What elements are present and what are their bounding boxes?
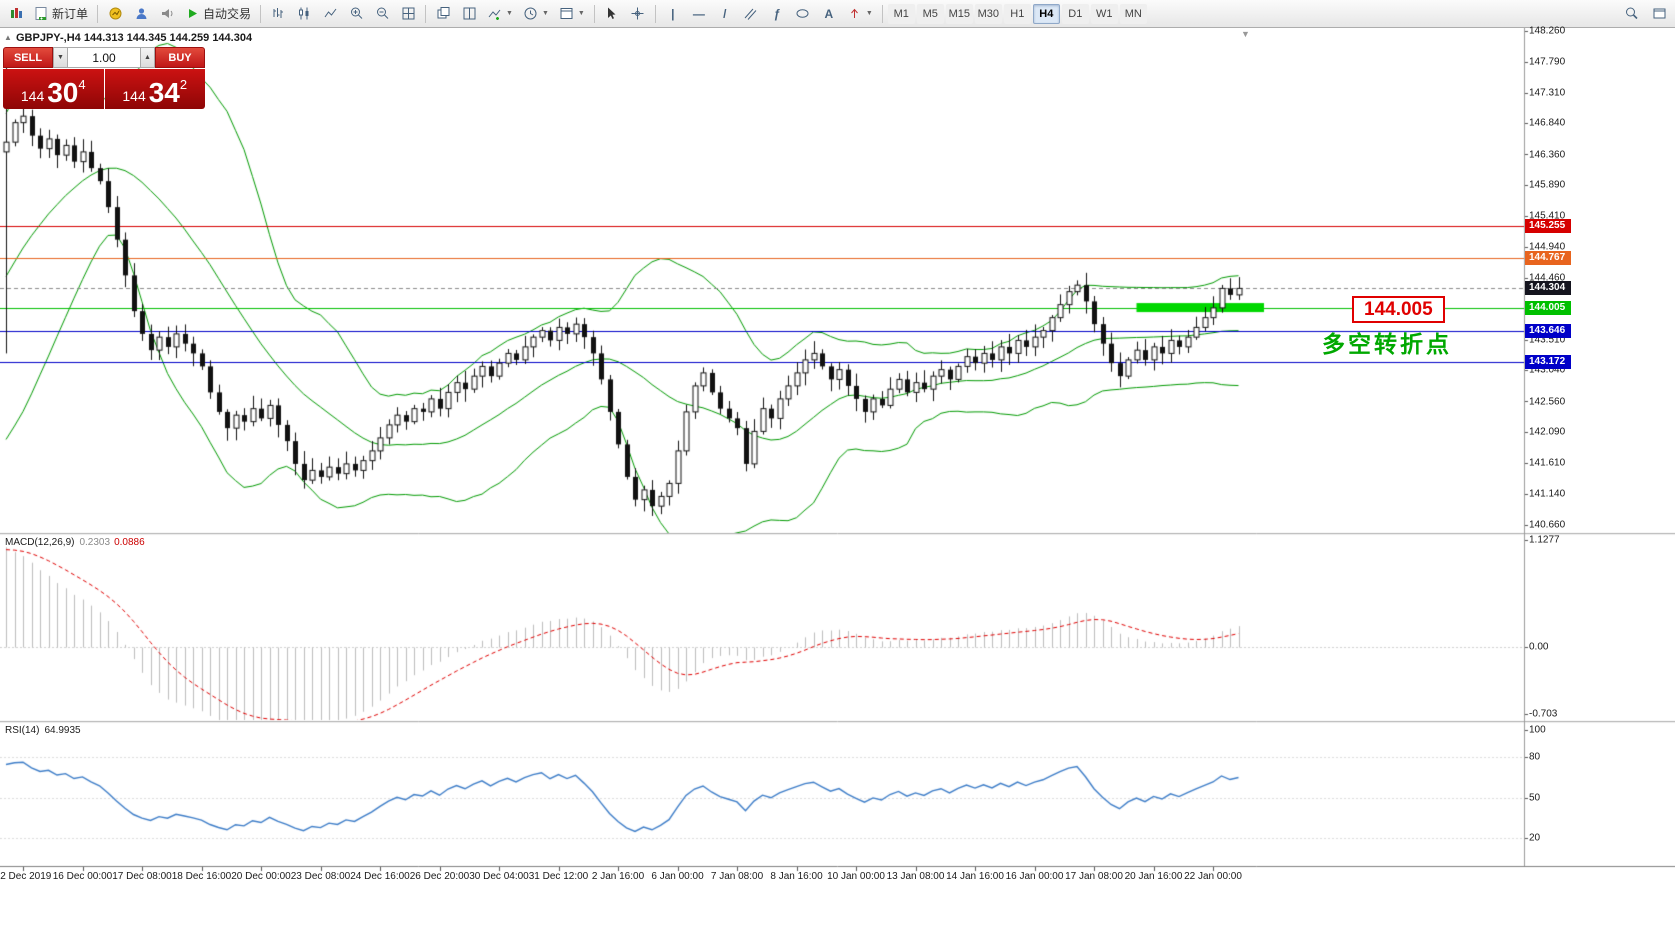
- zoom-out-icon[interactable]: [370, 3, 394, 25]
- sell-price-big: 30: [47, 76, 79, 108]
- zoom-in-icon[interactable]: [344, 3, 368, 25]
- sell-price-sup: 4: [78, 77, 86, 92]
- profile-icon[interactable]: [129, 3, 153, 25]
- separator: [97, 4, 99, 23]
- dropdown-caret-icon: ▼: [541, 10, 549, 17]
- terminal-logo-icon: [4, 3, 28, 25]
- dropdown-caret-icon: ▼: [506, 10, 513, 17]
- line-chart-icon[interactable]: [318, 3, 342, 25]
- crosshair-icon[interactable]: [626, 3, 650, 25]
- quick-trade-toggle-icon[interactable]: ▲: [4, 33, 12, 42]
- vertical-line-icon[interactable]: |: [661, 3, 685, 25]
- rsi-label: RSI(14) 64.9935: [5, 725, 81, 736]
- chart-shift-marker-icon[interactable]: ▼: [1241, 29, 1250, 39]
- dropdown-caret-icon: ▼: [865, 10, 873, 17]
- cursor-icon[interactable]: [600, 3, 624, 25]
- separator: [425, 4, 427, 23]
- tile-windows-icon[interactable]: [396, 3, 420, 25]
- timeframe-mn[interactable]: MN: [1119, 3, 1147, 24]
- dropdown-caret-icon: ▼: [577, 10, 585, 17]
- sell-price-box[interactable]: 144 30 4: [3, 69, 104, 109]
- one-click-trading-panel: SELL ▼ ▲ BUY 144 30 4 144 34 2: [3, 47, 205, 109]
- timeframe-w1[interactable]: W1: [1090, 3, 1118, 24]
- market-watch-icon[interactable]: [103, 3, 127, 25]
- timeframe-m15[interactable]: M15: [945, 3, 973, 24]
- channel-icon[interactable]: [739, 3, 763, 25]
- volume-input[interactable]: [68, 47, 140, 68]
- periods-icon[interactable]: ▼: [519, 3, 553, 25]
- separator: [593, 4, 595, 23]
- buy-price-base: 144: [122, 87, 146, 104]
- buy-button[interactable]: BUY: [155, 47, 205, 68]
- rsi-value: 64.9935: [44, 725, 81, 736]
- alerts-icon[interactable]: [155, 3, 179, 25]
- new-order-button[interactable]: 新订单: [30, 3, 92, 25]
- timeframe-h4[interactable]: H4: [1032, 3, 1060, 24]
- horizontal-line-icon[interactable]: —: [687, 3, 711, 25]
- turning-point-note[interactable]: 多空转折点: [1322, 331, 1452, 357]
- symbol-ohlc-header: GBPJPY-,H4 144.313 144.345 144.259 144.3…: [16, 32, 253, 44]
- toolbar: 新订单 自动交易 ▼ ▼: [0, 0, 1675, 28]
- separator: [260, 4, 262, 23]
- price-annotation-box[interactable]: 144.005: [1352, 296, 1445, 323]
- text-icon[interactable]: A: [817, 3, 841, 25]
- volume-decrease-button[interactable]: ▼: [53, 47, 68, 68]
- bar-chart-icon[interactable]: [266, 3, 290, 25]
- timeframe-m30[interactable]: M30: [974, 3, 1002, 24]
- tile-vertical-icon[interactable]: [457, 3, 481, 25]
- buy-price-sup: 2: [179, 77, 188, 92]
- macd-main-value: 0.2303: [79, 537, 111, 548]
- timeframe-m5[interactable]: M5: [916, 3, 944, 24]
- cascade-windows-icon[interactable]: [431, 3, 455, 25]
- new-order-label: 新订单: [52, 7, 89, 21]
- rsi-name: RSI(14): [5, 725, 40, 736]
- macd-signal-value: 0.0886: [114, 537, 145, 548]
- new-window-icon[interactable]: [1647, 3, 1671, 25]
- search-icon[interactable]: [1619, 3, 1643, 25]
- arrows-icon[interactable]: ▼: [843, 3, 877, 25]
- macd-name: MACD(12,26,9): [5, 537, 75, 548]
- sell-button[interactable]: SELL: [3, 47, 53, 68]
- buy-price-box[interactable]: 144 34 2: [104, 69, 205, 109]
- timeframe-d1[interactable]: D1: [1061, 3, 1089, 24]
- volume-increase-button[interactable]: ▲: [140, 47, 155, 68]
- separator: [881, 4, 883, 23]
- timeframe-h1[interactable]: H1: [1003, 3, 1031, 24]
- auto-trading-label: 自动交易: [203, 7, 252, 21]
- separator: [654, 4, 656, 23]
- fibonacci-icon[interactable]: ƒ: [765, 3, 789, 25]
- auto-trading-button[interactable]: 自动交易: [181, 3, 255, 25]
- shapes-icon[interactable]: [791, 3, 815, 25]
- chart-canvas[interactable]: [0, 28, 1675, 949]
- timeframe-m1[interactable]: M1: [887, 3, 915, 24]
- templates-icon[interactable]: ▼: [555, 3, 589, 25]
- macd-label: MACD(12,26,9) 0.2303 0.0886: [5, 537, 145, 548]
- trendline-icon[interactable]: /: [713, 3, 737, 25]
- sell-price-base: 144: [20, 87, 45, 104]
- candlestick-chart-icon[interactable]: [292, 3, 316, 25]
- buy-price-big: 34: [148, 76, 180, 108]
- indicators-icon[interactable]: ▼: [483, 3, 517, 25]
- chart-window: ▲ GBPJPY-,H4 144.313 144.345 144.259 144…: [0, 26, 1675, 949]
